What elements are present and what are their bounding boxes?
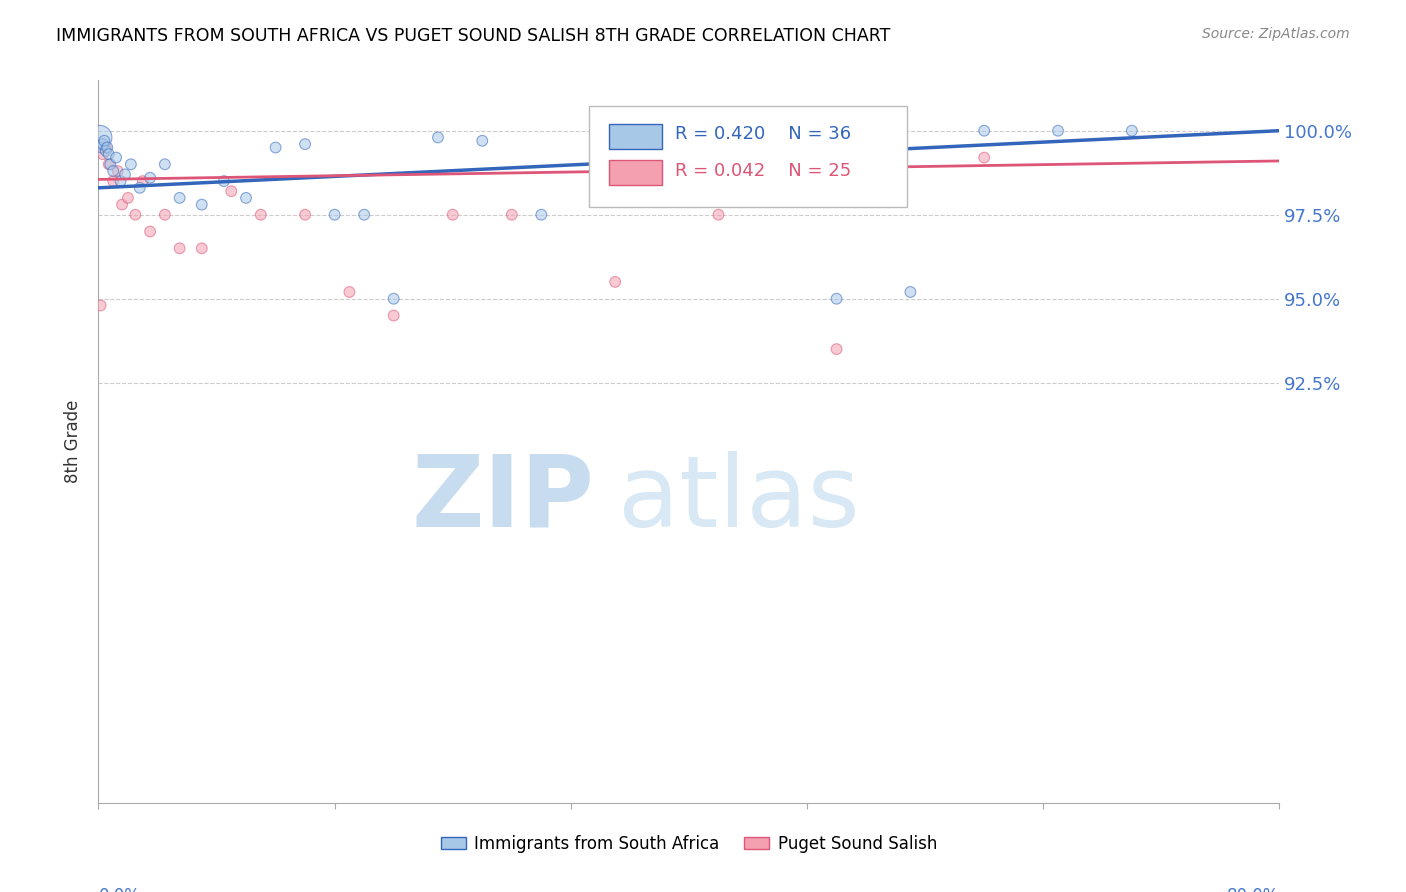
Text: IMMIGRANTS FROM SOUTH AFRICA VS PUGET SOUND SALISH 8TH GRADE CORRELATION CHART: IMMIGRANTS FROM SOUTH AFRICA VS PUGET SO… [56, 27, 890, 45]
Point [97, 157, 120, 171]
Point [501, 208, 523, 222]
Point [120, 157, 142, 171]
Point [1047, 124, 1070, 138]
Point [114, 167, 136, 181]
Point [91, 147, 114, 161]
Point [139, 170, 162, 185]
Point [117, 191, 139, 205]
Point [103, 174, 125, 188]
Legend: Immigrants from South Africa, Puget Sound Salish: Immigrants from South Africa, Puget Soun… [434, 828, 943, 860]
Point [110, 174, 132, 188]
Point [128, 181, 150, 195]
Point [235, 191, 257, 205]
Point [264, 140, 287, 154]
Point [605, 275, 627, 289]
Bar [609, 160, 662, 185]
Point [191, 241, 214, 255]
Point [111, 197, 134, 211]
Point [678, 140, 700, 154]
Point [1121, 124, 1143, 138]
Point [89, 130, 111, 145]
Point [96, 140, 118, 154]
FancyBboxPatch shape [589, 105, 907, 207]
Point [212, 174, 235, 188]
Point [530, 208, 553, 222]
Point [825, 342, 848, 356]
Text: R = 0.042    N = 25: R = 0.042 N = 25 [675, 161, 851, 179]
Point [382, 292, 405, 306]
Point [94, 144, 117, 158]
Point [90, 140, 112, 154]
Point [107, 164, 129, 178]
Point [294, 208, 316, 222]
Point [973, 124, 995, 138]
Point [221, 184, 243, 198]
Point [98, 157, 121, 171]
Text: 0.0%: 0.0% [98, 887, 141, 892]
Point [153, 208, 176, 222]
Point [94, 140, 117, 154]
Point [97, 147, 120, 161]
Point [105, 151, 128, 165]
Point [353, 208, 375, 222]
Text: R = 0.420    N = 36: R = 0.420 N = 36 [675, 126, 851, 144]
Point [93, 134, 115, 148]
Point [605, 137, 627, 152]
Text: Source: ZipAtlas.com: Source: ZipAtlas.com [1202, 27, 1350, 41]
Point [707, 208, 730, 222]
Point [294, 137, 316, 152]
Bar [609, 124, 662, 149]
Point [427, 130, 450, 145]
Point [103, 164, 125, 178]
Point [752, 140, 775, 154]
Point [323, 208, 346, 222]
Point [124, 208, 146, 222]
Point [169, 191, 191, 205]
Text: atlas: atlas [619, 450, 859, 548]
Point [973, 151, 995, 165]
Point [382, 309, 405, 323]
Point [825, 292, 848, 306]
Point [471, 134, 494, 148]
Point [169, 241, 191, 255]
Point [139, 225, 162, 239]
Point [132, 174, 155, 188]
Point [250, 208, 273, 222]
Text: 80.0%: 80.0% [1227, 887, 1279, 892]
Y-axis label: 8th Grade: 8th Grade [65, 400, 83, 483]
Point [90, 298, 112, 312]
Point [441, 208, 464, 222]
Point [900, 285, 922, 299]
Point [153, 157, 176, 171]
Text: ZIP: ZIP [412, 450, 595, 548]
Point [191, 197, 214, 211]
Point [91, 137, 114, 152]
Point [339, 285, 361, 299]
